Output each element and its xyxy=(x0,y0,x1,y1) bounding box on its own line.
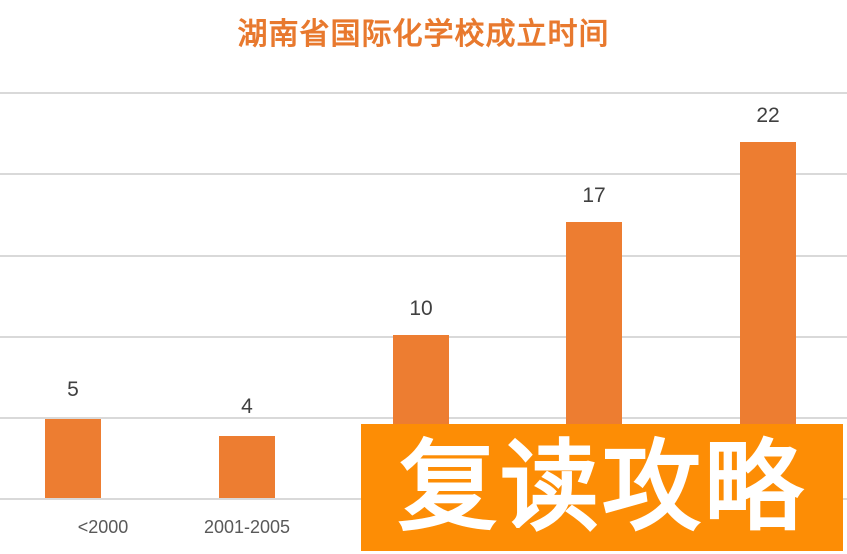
watermark-overlay: 复读攻略 xyxy=(361,424,843,551)
bar-value-label-1: 4 xyxy=(241,395,253,418)
bar-2000[interactable] xyxy=(45,419,101,498)
bar-value-label-2: 10 xyxy=(409,297,433,320)
category-label-1: 2001-2005 xyxy=(203,517,291,537)
gridline-0 xyxy=(0,92,847,94)
gridline-1 xyxy=(0,173,847,175)
bar-value-label-0: 5 xyxy=(67,378,79,401)
gridline-2 xyxy=(0,255,847,257)
category-label-0: <2000 xyxy=(77,517,129,537)
watermark-text: 复读攻略 xyxy=(398,429,806,545)
bar-value-label-3: 17 xyxy=(582,184,606,207)
chart-title: 湖南省国际化学校成立时间 xyxy=(237,18,610,51)
bar-2001-2005[interactable] xyxy=(219,436,275,498)
bar-value-label-4: 22 xyxy=(756,104,780,127)
